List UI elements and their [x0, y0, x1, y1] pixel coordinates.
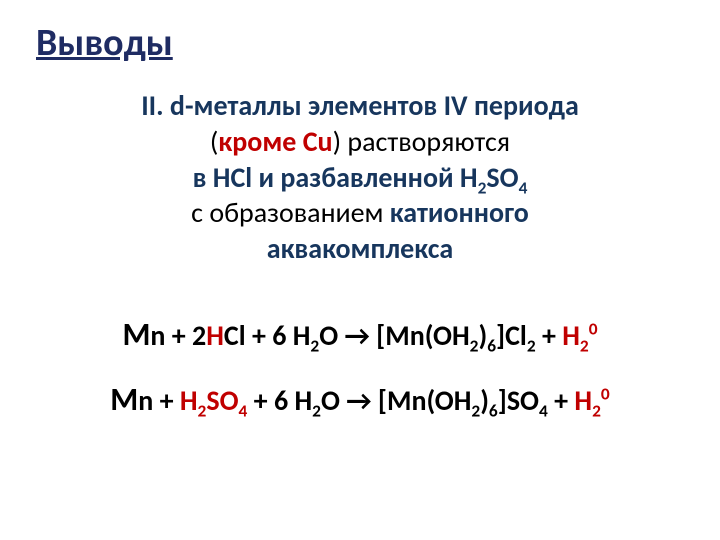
text-run: с образованием	[191, 195, 390, 230]
eq-token: 2	[592, 400, 601, 422]
eq-token: )	[480, 383, 489, 418]
eq-token: H	[206, 318, 224, 353]
text-run: II. d-металлы элементов IV периода	[141, 88, 579, 123]
eq-token: SO	[206, 383, 238, 418]
eq-token: ]Cl	[496, 318, 527, 353]
eq-token: H	[574, 383, 592, 418]
text-run: SO	[486, 160, 518, 195]
eq-token: 2	[310, 335, 319, 357]
text-run: ) растворяются	[333, 124, 511, 159]
eq-token: + 2	[165, 318, 206, 353]
equation-1: Mn + 2HCl + 6 H2O → [Mn(OH2)6]Cl2 + H20	[36, 315, 684, 354]
eq-token: 2	[580, 335, 589, 357]
eq-token: 0	[589, 318, 598, 340]
eq-token: n	[138, 383, 153, 418]
eq-token: n	[150, 318, 165, 353]
slide-title: Выводы	[36, 20, 684, 66]
eq-token: 0	[601, 383, 610, 405]
text-run: аквакомплекса	[267, 231, 454, 266]
eq-token: 2	[527, 335, 536, 357]
equation-2: Mn + H2SO4 + 6 H2O → [Mn(OH2)6]SO4 + H20	[36, 380, 684, 419]
body-text: II. d-металлы элементов IV периода(кроме…	[36, 88, 684, 267]
eq-token: 2	[312, 400, 321, 422]
eq-token: +	[548, 383, 575, 418]
text-run: катионного	[390, 195, 529, 230]
eq-token: H	[180, 383, 198, 418]
eq-token: 6	[487, 335, 496, 357]
eq-token: ]SO	[498, 383, 539, 418]
eq-token: + 6 H	[247, 383, 312, 418]
eq-token: +	[153, 383, 180, 418]
eq-token: +	[536, 318, 563, 353]
eq-token: M	[122, 315, 150, 354]
eq-token: 2	[471, 400, 480, 422]
slide: Выводы II. d-металлы элементов IV период…	[0, 0, 720, 540]
eq-token: O → [Mn(OH	[321, 383, 471, 418]
eq-token: )	[478, 318, 487, 353]
eq-token: M	[110, 380, 138, 419]
eq-token: O → [Mn(OH	[319, 318, 469, 353]
eq-token: 6	[489, 400, 498, 422]
text-run: кроме Cu	[218, 124, 332, 159]
eq-token: H	[562, 318, 580, 353]
eq-token: 4	[539, 400, 548, 422]
eq-token: Cl + 6 H	[224, 318, 311, 353]
equations-block: Mn + 2HCl + 6 H2O → [Mn(OH2)6]Cl2 + H20 …	[36, 315, 684, 419]
text-run: в HCl и разбавленной H	[193, 160, 478, 195]
